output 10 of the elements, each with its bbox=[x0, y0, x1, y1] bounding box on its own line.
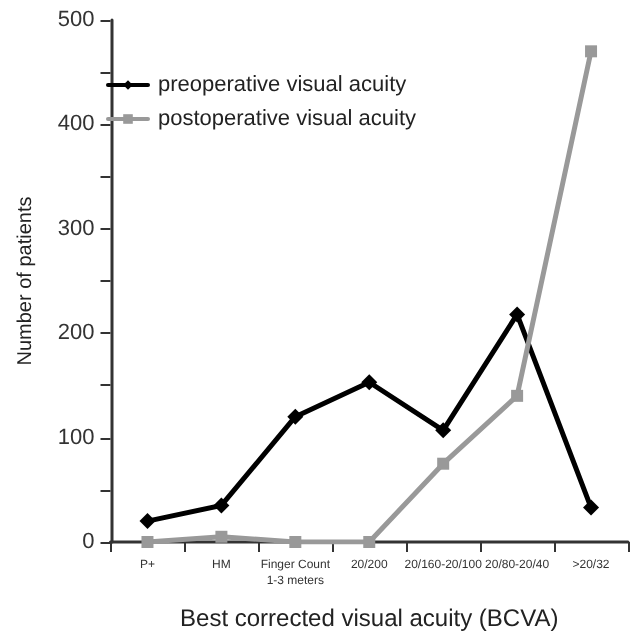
legend-label: postoperative visual acuity bbox=[158, 107, 418, 131]
y-tick-label: 300 bbox=[57, 216, 95, 241]
y-axis-title: Number of patients bbox=[15, 196, 37, 366]
x-axis-title: Best corrected visual acuity (BCVA) bbox=[180, 604, 559, 632]
y-tick-label: 0 bbox=[82, 530, 95, 554]
legend-label: preoperative visual acuity bbox=[158, 73, 408, 97]
y-tick-label: 200 bbox=[57, 321, 95, 346]
y-tick-label: 400 bbox=[57, 112, 95, 137]
y-tick-label: 100 bbox=[57, 425, 95, 450]
y-tick-label: 500 bbox=[57, 8, 95, 32]
